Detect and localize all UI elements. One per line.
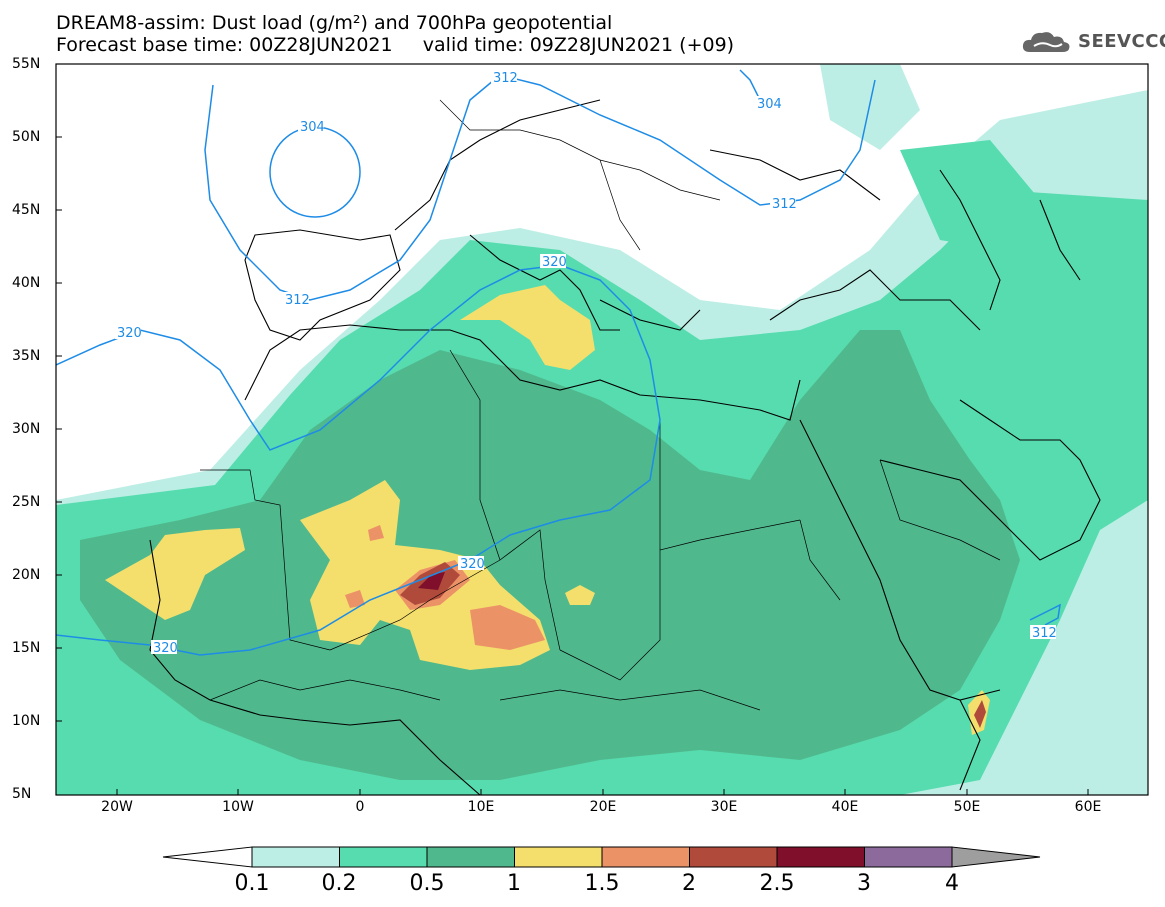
dust-level-1-5 — [470, 605, 545, 650]
dust-field: 312 304 312 304 312 320 320 320 320 312 — [56, 64, 1148, 795]
colorbar-tick: 2 — [682, 871, 696, 896]
coastlines — [149, 99, 1101, 795]
lat-label: 55N — [12, 56, 41, 72]
lat-label: 5N — [12, 786, 32, 802]
colorbar-tick: 1 — [507, 871, 521, 896]
contour-labels: 312 304 312 304 312 320 320 320 320 312 — [115, 70, 1057, 656]
cloud-icon — [1022, 32, 1070, 52]
map-title: DREAM8-assim: Dust load (g/m²) and 700hP… — [56, 12, 613, 34]
colorbar-tick: 3 — [857, 871, 871, 896]
lat-label: 50N — [12, 129, 41, 145]
seevccc-logo: SEEVCCC — [1020, 28, 1165, 54]
contour-label: 320 — [460, 557, 485, 572]
lon-label: 20E — [589, 799, 617, 815]
logo-text: SEEVCCC — [1078, 30, 1165, 52]
dust-level-1 — [105, 528, 245, 620]
lat-label: 30N — [12, 421, 41, 437]
lat-label: 40N — [12, 275, 41, 291]
contour-label: 312 — [1032, 626, 1057, 641]
lat-label: 25N — [12, 494, 41, 510]
lat-label: 15N — [12, 640, 41, 656]
lat-label: 20N — [12, 567, 41, 583]
colorbar-tick: 1.5 — [584, 871, 620, 896]
contour-label: 312 — [772, 197, 797, 212]
contour-label: 304 — [300, 120, 325, 135]
axis-ticks — [56, 63, 1089, 795]
lon-label: 20W — [101, 799, 133, 815]
lon-label: 10W — [222, 799, 254, 815]
lon-label: 40E — [831, 799, 859, 815]
colorbar-tick: 0.5 — [409, 871, 445, 896]
contour-label: 312 — [285, 293, 310, 308]
dust-level-2-5 — [418, 572, 445, 590]
forecast-times: Forecast base time: 00Z28JUN2021 valid t… — [56, 34, 735, 56]
colorbar-tick: 4 — [945, 871, 959, 896]
colorbar-tick: 2.5 — [759, 871, 795, 896]
contour-label: 312 — [493, 71, 518, 86]
lat-label: 10N — [12, 713, 41, 729]
contour-label: 304 — [757, 97, 782, 112]
contour-label: 320 — [153, 641, 178, 656]
contour-label: 320 — [542, 255, 567, 270]
contour-label: 320 — [117, 326, 142, 341]
lon-label: 60E — [1074, 799, 1102, 815]
country-borders — [200, 99, 1001, 711]
colorbar-tick: 0.2 — [321, 871, 357, 896]
dust-level-0-5 — [80, 330, 1020, 780]
lon-label: 10E — [467, 799, 495, 815]
lon-label: 30E — [710, 799, 738, 815]
lon-label: 0 — [355, 799, 365, 815]
colorbar-tick: 0.1 — [234, 871, 270, 896]
lon-label: 50E — [953, 799, 981, 815]
lat-label: 35N — [12, 348, 41, 364]
lat-label: 45N — [12, 202, 41, 218]
